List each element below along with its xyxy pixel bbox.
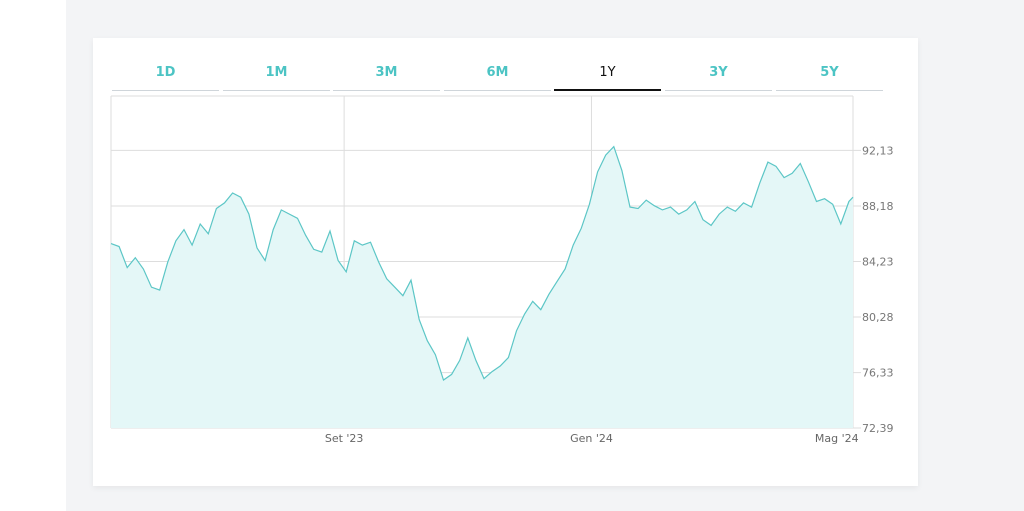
tab-6m[interactable]: 6M: [444, 62, 551, 91]
x-tick-label: Set '23: [325, 432, 364, 445]
y-tick-label: 80,28: [862, 311, 894, 324]
tab-5y[interactable]: 5Y: [776, 62, 883, 91]
y-tick-label: 92,13: [862, 144, 894, 157]
tab-3y[interactable]: 3Y: [665, 62, 772, 91]
y-tick-label: 84,23: [862, 256, 894, 269]
x-axis-ticks: Set '23 Gen '24 Mag '24: [325, 432, 859, 445]
tab-1d[interactable]: 1D: [112, 62, 219, 91]
y-tick-label: 88,18: [862, 200, 894, 213]
x-tick-label: Mag '24: [815, 432, 859, 445]
y-tick-label: 76,33: [862, 367, 894, 380]
tab-1y[interactable]: 1Y: [554, 62, 661, 91]
tab-1m[interactable]: 1M: [223, 62, 330, 91]
range-tabs: 1D 1M 3M 6M 1Y 3Y 5Y: [112, 62, 886, 92]
y-axis-ticks: 92,13 88,18 84,23 80,28 76,33 72,39: [862, 144, 894, 435]
price-area: [111, 146, 853, 428]
y-tick-label: 72,39: [862, 422, 894, 435]
tab-3m[interactable]: 3M: [333, 62, 440, 91]
price-line: [110, 145, 854, 381]
x-tick-label: Gen '24: [570, 432, 613, 445]
